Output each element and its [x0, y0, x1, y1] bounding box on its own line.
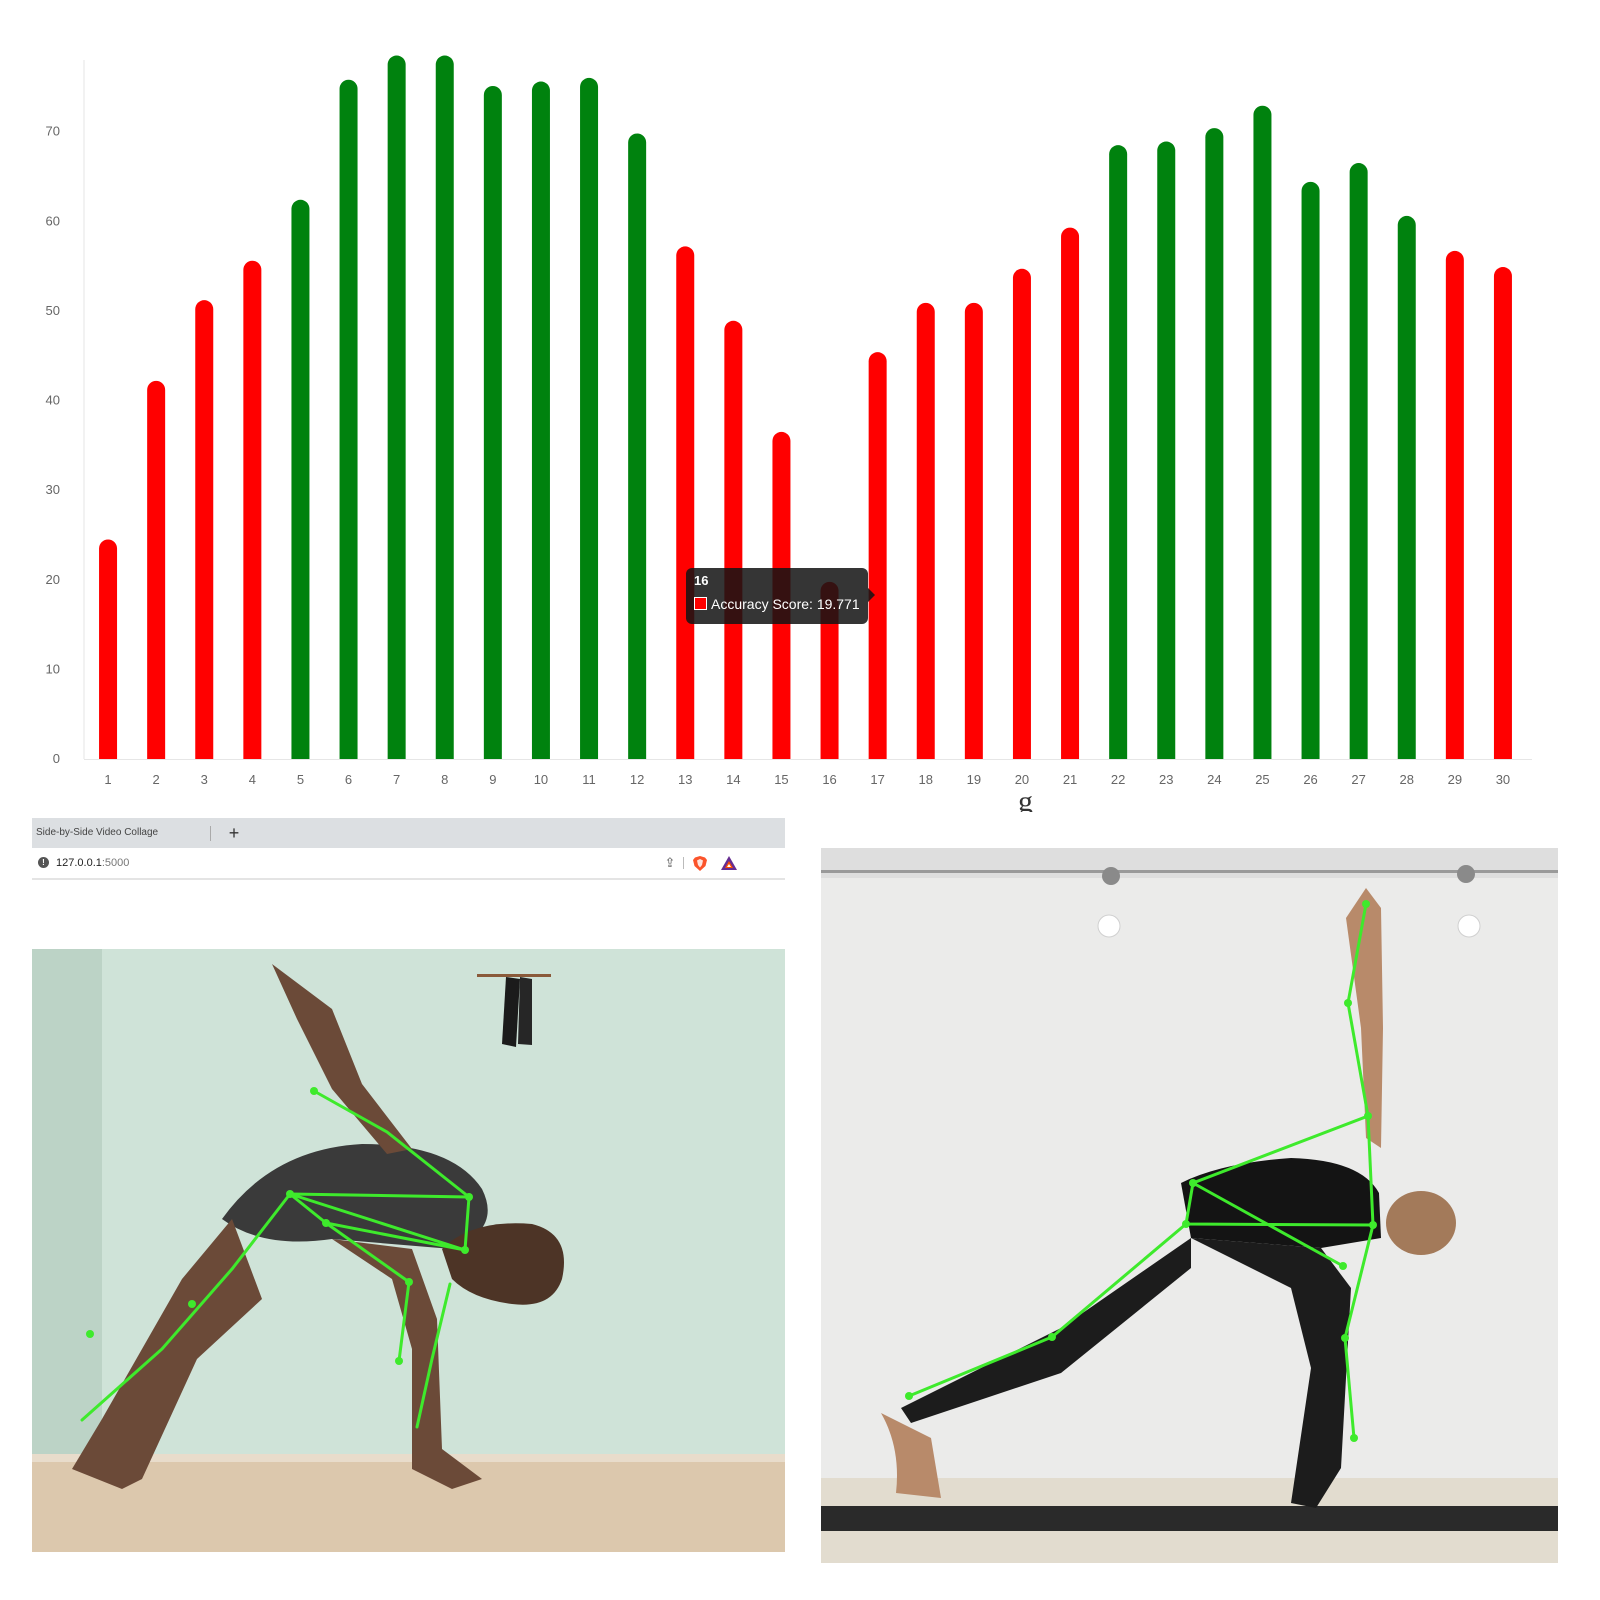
tab-strip: Side-by-Side Video Collage +: [32, 818, 785, 848]
bar-28[interactable]: [1397, 215, 1416, 759]
tab-side-by-side-video-collage[interactable]: Side-by-Side Video Collage: [36, 827, 159, 838]
y-tick-label: 50: [46, 303, 60, 318]
x-tick-label: 8: [441, 772, 448, 787]
y-tick-label: 0: [53, 751, 60, 766]
x-tick-label: 2: [153, 772, 160, 787]
bar-25[interactable]: [1253, 105, 1272, 759]
bar-30[interactable]: [1493, 267, 1512, 759]
bar-23[interactable]: [1157, 141, 1176, 760]
bar-26[interactable]: [1301, 181, 1320, 759]
y-tick-label: 30: [46, 482, 60, 497]
x-tick-label: 5: [297, 772, 304, 787]
tooltip-title: 16: [694, 573, 709, 588]
y-tick-label: 70: [46, 124, 60, 139]
tooltip-label: Accuracy Score: 19.771: [711, 596, 860, 612]
cropped-caption-glyph: g: [1018, 792, 1033, 812]
bar-13[interactable]: [676, 246, 695, 759]
x-tick-label: 26: [1303, 772, 1317, 787]
x-tick-label: 12: [630, 772, 644, 787]
bar-17[interactable]: [868, 352, 887, 759]
user-pose-photo: [32, 949, 785, 1552]
x-tick-label: 9: [489, 772, 496, 787]
y-tick-label: 10: [46, 661, 60, 676]
bar-27[interactable]: [1349, 163, 1368, 760]
bar-16[interactable]: [820, 581, 839, 759]
chart-tooltip: 16 Accuracy Score: 19.771: [686, 568, 875, 624]
url-host: 127.0.0.1: [56, 857, 102, 869]
bar-7[interactable]: [387, 55, 406, 760]
bar-10[interactable]: [531, 81, 550, 759]
bar-18[interactable]: [916, 302, 935, 759]
tab-divider: [210, 826, 211, 841]
x-tick-label: 18: [919, 772, 933, 787]
x-tick-label: 10: [534, 772, 548, 787]
x-tick-label: 17: [870, 772, 884, 787]
x-tick-label: 28: [1400, 772, 1414, 787]
bar-4[interactable]: [243, 260, 262, 759]
x-tick-label: 25: [1255, 772, 1269, 787]
bar-21[interactable]: [1061, 227, 1080, 760]
share-icon[interactable]: ⇪: [664, 855, 676, 870]
bar-14[interactable]: [724, 320, 743, 759]
info-icon[interactable]: !: [38, 857, 49, 868]
x-tick-label: 14: [726, 772, 740, 787]
x-tick-label: 22: [1111, 772, 1125, 787]
bar-11[interactable]: [580, 77, 599, 759]
user-pose-illustration: [32, 949, 785, 1552]
y-axis: 0 10 20 30 40 50 60 70: [46, 60, 85, 766]
y-tick-label: 60: [46, 213, 60, 228]
url-port: :5000: [101, 857, 130, 869]
address-divider: [683, 857, 684, 869]
x-tick-label: 11: [582, 772, 596, 787]
bars: [99, 55, 1512, 760]
bar-24[interactable]: [1205, 128, 1224, 760]
bar-5[interactable]: [291, 199, 310, 760]
reference-pose-illustration: [821, 848, 1558, 1563]
x-tick-label: 21: [1063, 772, 1077, 787]
x-tick-label: 6: [345, 772, 352, 787]
bar-9[interactable]: [483, 85, 502, 759]
x-tick-label: 1: [104, 772, 111, 787]
x-tick-label: 30: [1496, 772, 1510, 787]
bar-12[interactable]: [628, 133, 647, 759]
x-tick-label: 16: [822, 772, 836, 787]
bar-2[interactable]: [147, 380, 166, 759]
x-tick-label: 23: [1159, 772, 1173, 787]
bar-29[interactable]: [1445, 250, 1464, 759]
bar-3[interactable]: [195, 300, 214, 759]
bat-triangle-icon[interactable]: [720, 855, 738, 871]
x-tick-label: 4: [249, 772, 256, 787]
url-text[interactable]: 127.0.0.1:5000: [56, 848, 129, 878]
plus-icon[interactable]: +: [228, 823, 240, 843]
bar-6[interactable]: [339, 79, 358, 759]
y-tick-label: 40: [46, 393, 60, 408]
tooltip-swatch: [694, 597, 707, 610]
x-tick-label: 29: [1448, 772, 1462, 787]
x-tick-label: 15: [774, 772, 788, 787]
bar-1[interactable]: [99, 539, 118, 759]
x-tick-label: 19: [967, 772, 981, 787]
x-tick-label: 13: [678, 772, 692, 787]
x-tick-label: 27: [1351, 772, 1365, 787]
bar-19[interactable]: [964, 302, 983, 759]
x-tick-label: 20: [1015, 772, 1029, 787]
accuracy-bar-chart: 0 10 20 30 40 50 60 70 1 2 3 4 5 6 7 8 9 10 11 12 13 14 15 16 1…: [32, 30, 1577, 790]
x-axis: 1 2 3 4 5 6 7 8 9 10 11 12 13 14 15 16 17 18 19 20 21 22 23 24 2…: [84, 759, 1532, 787]
bar-8[interactable]: [435, 55, 454, 760]
bar-22[interactable]: [1109, 145, 1128, 759]
brave-lion-icon[interactable]: [692, 855, 708, 872]
x-tick-label: 7: [393, 772, 400, 787]
x-tick-label: 24: [1207, 772, 1221, 787]
browser-window: Side-by-Side Video Collage + ! 127.0.0.1…: [32, 818, 785, 882]
y-tick-label: 20: [46, 572, 60, 587]
address-bar[interactable]: ! 127.0.0.1:5000 ⇪: [32, 848, 785, 880]
tooltip-row: Accuracy Score: 19.771: [694, 596, 860, 612]
tooltip-caret: [868, 588, 875, 602]
reference-pose-photo: [821, 848, 1558, 1563]
bar-20[interactable]: [1012, 268, 1031, 759]
x-tick-label: 3: [201, 772, 208, 787]
